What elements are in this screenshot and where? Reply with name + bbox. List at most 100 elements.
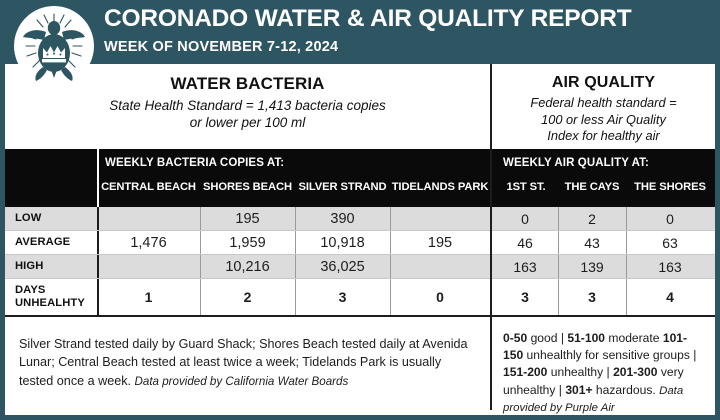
water-col-header-silver-strand: SILVER STRAND — [298, 181, 387, 193]
water-average-central-beach: 1,476 — [130, 234, 167, 251]
row-divider — [200, 279, 201, 315]
row-divider — [626, 231, 627, 254]
table-row: DAYS UNHEALHTY 1 2 3 0 — [5, 279, 490, 317]
water-footnote-main: Silver Strand tested daily by Guard Shac… — [19, 337, 468, 388]
air-days-the-cays: 3 — [588, 289, 596, 305]
air-low-the-shores: 0 — [666, 210, 674, 227]
row-divider — [626, 255, 627, 278]
water-low-silver-strand: 390 — [330, 210, 355, 227]
row-divider — [390, 207, 391, 230]
water-section: WATER BACTERIA State Health Standard = 1… — [5, 64, 490, 410]
air-average-1st-st: 46 — [517, 234, 533, 251]
aqi-range-very-unhealthy: 201-300 — [613, 365, 658, 380]
logo-circle — [14, 6, 94, 86]
aqi-label-sensitive: unhealthly for sensitive groups | — [523, 348, 697, 363]
air-standard-line2: 100 or less Air Quality — [541, 111, 666, 127]
table-row: LOW 195 390 — [5, 207, 490, 231]
row-divider — [390, 231, 391, 254]
aqi-range-unhealthy: 151-200 — [503, 365, 548, 380]
water-days-shores-beach: 2 — [243, 289, 252, 305]
air-column-headers: 1ST ST. THE CAYS THE SHORES — [492, 181, 715, 201]
air-section-title: AIR QUALITY — [551, 74, 656, 91]
water-col-header-shores-beach: SHORES BEACH — [203, 181, 292, 193]
water-col-header-tidelands-park: TIDELANDS PARK — [391, 181, 489, 193]
water-high-shores-beach: 10,216 — [225, 258, 270, 275]
water-low-central-beach — [97, 207, 200, 230]
air-low-the-cays: 2 — [588, 210, 596, 227]
water-section-title: WATER BACTERIA — [170, 74, 325, 93]
table-row: 0 2 0 — [492, 207, 715, 231]
air-days-1st-st: 3 — [521, 289, 529, 305]
air-col-header-the-shores: THE SHORES — [634, 181, 706, 193]
air-col-header-1st-st: 1ST ST. — [506, 181, 546, 193]
table-row: 163 139 163 — [492, 255, 715, 279]
aqi-range-moderate: 51-100 — [567, 331, 606, 345]
row-divider — [200, 255, 201, 278]
row-divider — [626, 207, 627, 230]
row-divider — [558, 255, 559, 278]
air-low-1st-st: 0 — [521, 210, 529, 227]
row-divider — [97, 207, 99, 230]
air-caption: AIR QUALITY Federal health standard = 10… — [492, 64, 715, 145]
water-col-header-central-beach: CENTRAL BEACH — [101, 181, 196, 193]
water-standard-line2: or lower per 100 ml — [189, 115, 306, 131]
water-caption: WATER BACTERIA State Health Standard = 1… — [5, 64, 490, 132]
report-body: WATER BACTERIA State Health Standard = 1… — [0, 64, 720, 420]
row-label-days-line1: DAYS — [15, 283, 46, 296]
air-high-1st-st: 163 — [513, 258, 537, 275]
row-divider — [200, 207, 201, 230]
air-footnote-source: Data provided by Purple Air — [503, 384, 684, 414]
row-label-average: AVERAGE — [15, 235, 71, 248]
aqi-range-sensitive: 101-150 — [503, 331, 688, 363]
aqi-range-hazardous: 301+ — [565, 382, 593, 397]
aqi-label-moderate: moderate — [605, 331, 663, 345]
water-high-central-beach — [97, 255, 200, 278]
row-label-days-line2: UNHEALHTY — [15, 297, 85, 309]
water-standard-line1: State Health Standard = 1,413 bacteria c… — [109, 98, 386, 113]
air-standard-line1: Federal health standard = — [530, 95, 677, 110]
row-divider — [97, 255, 99, 278]
aqi-label-hazardous: hazardous. — [592, 382, 660, 397]
table-row: AVERAGE 1,476 1,959 10,918 195 — [5, 231, 490, 255]
water-low-shores-beach: 195 — [235, 210, 260, 227]
water-days-tidelands-park: 0 — [436, 289, 444, 305]
page-subtitle: WEEK OF NOVEMBER 7-12, 2024 — [104, 38, 339, 55]
row-divider — [97, 231, 99, 254]
row-label-low: LOW — [15, 211, 42, 224]
water-group-header: WEEKLY BACTERIA COPIES AT: — [105, 157, 285, 169]
air-average-the-shores: 63 — [662, 234, 678, 251]
water-header-divider — [97, 149, 99, 207]
water-footnote-source: Data provided by California Water Boards — [134, 374, 349, 388]
water-low-tidelands-park — [390, 207, 490, 230]
water-days-silver-strand: 3 — [338, 289, 347, 305]
water-days-central-beach: 1 — [144, 289, 153, 305]
row-divider — [295, 279, 296, 315]
coronado-logo — [14, 6, 94, 86]
row-label-high: HIGH — [15, 259, 44, 272]
air-col-header-the-cays: THE CAYS — [564, 181, 620, 193]
water-average-silver-strand: 10,918 — [320, 234, 365, 251]
report-columns: WATER BACTERIA State Health Standard = 1… — [5, 64, 715, 414]
row-divider — [295, 255, 296, 278]
row-divider — [558, 207, 559, 230]
water-average-shores-beach: 1,959 — [229, 234, 266, 251]
report-header: CORONADO WATER & AIR QUALITY REPORT WEEK… — [0, 0, 720, 64]
air-quality-legend: 0-50 good | 51-100 moderate 101-150 unhe… — [492, 322, 715, 416]
row-divider — [295, 231, 296, 254]
aqi-label-good: good | — [527, 331, 568, 345]
aqi-range-good: 0-50 — [503, 331, 528, 345]
air-high-the-cays: 139 — [580, 258, 604, 275]
row-divider — [558, 231, 559, 254]
table-row: HIGH 10,216 36,025 — [5, 255, 490, 279]
row-divider — [390, 255, 391, 278]
table-row: 3 3 4 — [492, 279, 715, 317]
water-column-headers: CENTRAL BEACH SHORES BEACH SILVER STRAND… — [5, 181, 490, 201]
air-days-the-shores: 4 — [666, 289, 674, 305]
water-table-header: WEEKLY BACTERIA COPIES AT: CENTRAL BEACH… — [5, 149, 490, 207]
air-standard-line3: Index for healthy air — [547, 128, 660, 144]
table-row: 46 43 63 — [492, 231, 715, 255]
water-high-silver-strand: 36,025 — [320, 258, 365, 275]
water-average-tidelands-park: 195 — [427, 234, 453, 251]
air-group-header: WEEKLY AIR QUALITY AT: — [503, 157, 649, 169]
